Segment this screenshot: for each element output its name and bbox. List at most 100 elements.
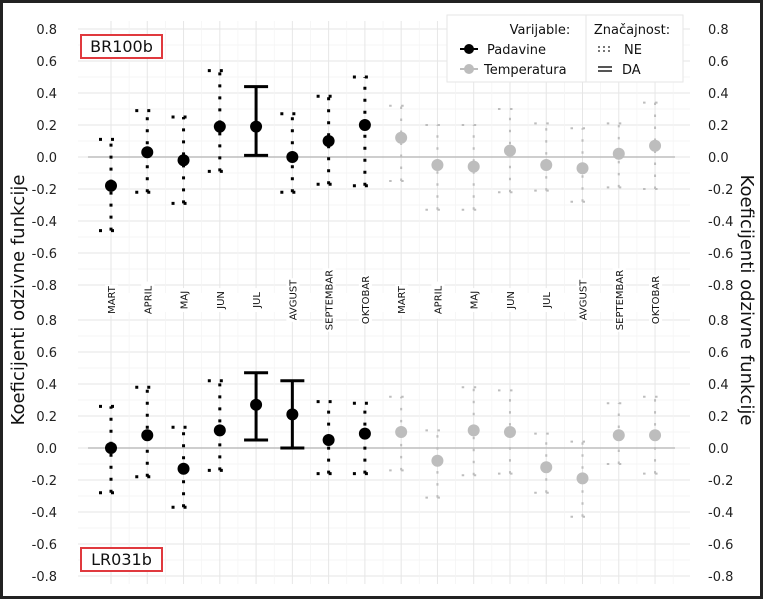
error-bar-temperatura — [570, 440, 595, 518]
error-bar-padavine — [316, 400, 341, 476]
error-bar-temperatura — [606, 402, 631, 465]
error-bar-padavine — [171, 115, 196, 205]
y-tick-label-left: 0.6 — [36, 346, 57, 361]
x-tick-label-text: MART — [107, 285, 118, 314]
x-tick-label: JUN — [213, 288, 227, 312]
y-tick-label-left: 0.2 — [36, 119, 57, 134]
y-tick-label-right: -0.4 — [708, 506, 733, 521]
error-bar-padavine — [244, 85, 269, 157]
point-temperatura — [467, 424, 480, 437]
error-bar-padavine — [352, 75, 377, 188]
point-temperatura — [576, 162, 589, 175]
panel-label-box-bottom — [80, 547, 163, 572]
error-bar-temperatura — [461, 124, 486, 211]
x-tick-label-bg — [286, 278, 300, 322]
error-bar-temperatura — [643, 395, 668, 475]
x-tick-label-bg — [576, 278, 590, 322]
point-padavine — [141, 429, 154, 442]
y-tick-label-left: -0.2 — [32, 474, 57, 489]
x-tick-label-bg — [250, 288, 264, 312]
legend-box — [446, 14, 684, 83]
error-bar-temperatura — [497, 108, 522, 194]
x-tick-label-text: MAJ — [180, 291, 191, 309]
y-tick-label-left: -0.2 — [32, 183, 57, 198]
error-bar-temperatura — [389, 104, 414, 182]
marks — [99, 69, 668, 518]
x-tick-label-bg — [540, 288, 554, 312]
y-tick-label-right: -0.6 — [708, 247, 733, 262]
x-tick-label-bg — [141, 281, 155, 319]
point-padavine — [105, 179, 117, 192]
y-tick-label-right: 0.0 — [708, 442, 729, 457]
x-tick-label-text: SEPTEMBAR — [325, 270, 336, 330]
y-tick-label-right: 0.2 — [708, 410, 729, 425]
point-padavine — [177, 154, 190, 167]
y-tick-label-left: 0.0 — [36, 442, 57, 457]
panel-label-box-top — [80, 34, 163, 59]
panel-label-bottom: LR031b — [91, 550, 152, 569]
x-tick-label-text: JUL — [542, 292, 553, 309]
error-bar-padavine — [207, 69, 232, 173]
error-bar-temperatura — [534, 122, 559, 192]
x-tick-label: MART — [105, 284, 118, 316]
point-padavine — [105, 442, 117, 454]
point-temperatura — [503, 144, 516, 157]
point-temperatura — [395, 131, 408, 144]
y-axis-title-right: Koeficijenti odzivne funkcije — [736, 175, 757, 426]
x-tick-label-bg — [467, 288, 481, 312]
error-bar-temperatura — [643, 101, 668, 190]
y-tick-label-left: 0.0 — [36, 151, 57, 166]
error-bar-temperatura — [497, 389, 522, 475]
point-temperatura — [576, 472, 589, 485]
x-tick-label: JUL — [250, 288, 264, 312]
x-tick-label-bg — [612, 268, 626, 332]
legend-padavine-label: Padavine — [487, 43, 546, 58]
y-tick-label-left: -0.6 — [32, 538, 57, 553]
y-tick-label-right: 0.6 — [708, 55, 729, 70]
x-tick-label: MAJ — [467, 288, 481, 312]
y-tick-label-right: 0.6 — [708, 346, 729, 361]
point-padavine — [213, 120, 226, 133]
point-padavine — [358, 427, 371, 440]
point-temperatura — [649, 429, 662, 442]
error-bar-padavine — [171, 425, 196, 509]
legend-significance-title: Značajnost: — [594, 23, 670, 38]
x-tick-label-bg — [213, 288, 227, 312]
point-padavine — [177, 462, 190, 475]
point-padavine — [322, 135, 335, 147]
y-tick-label-right: -0.6 — [708, 538, 733, 553]
point-temperatura — [503, 426, 516, 438]
x-tick-label-bg — [322, 268, 336, 332]
point-temperatura — [612, 147, 625, 160]
x-tick-label: APRIL — [431, 281, 445, 319]
error-bar-padavine — [207, 379, 232, 472]
point-padavine — [250, 398, 263, 411]
y-tick-label-right: 0.2 — [708, 119, 729, 134]
y-tick-label-left: -0.8 — [32, 279, 57, 294]
error-bar-temperatura — [389, 395, 414, 472]
point-padavine — [286, 151, 299, 163]
x-tick-label-text: OKTOBAR — [651, 276, 662, 324]
x-tick-label-text: SEPTEMBAR — [615, 270, 626, 330]
x-tick-label: JUN — [503, 288, 517, 312]
point-temperatura — [612, 429, 625, 442]
y-tick-label-left: 0.8 — [36, 23, 57, 38]
error-bar-padavine — [99, 404, 123, 495]
x-tick-label-text: MAJ — [470, 291, 481, 309]
error-bar-padavine — [316, 94, 341, 186]
point-temperatura — [649, 139, 662, 152]
y-tick-label-left: 0.2 — [36, 410, 57, 425]
point-padavine — [286, 408, 299, 421]
x-tick-label-text: JUN — [216, 291, 227, 310]
x-tick-label-bg — [649, 274, 663, 326]
error-bar-temperatura — [425, 429, 450, 499]
error-bar-temperatura — [606, 122, 631, 189]
legend: Varijable: Padavine Temperatura Značajno… — [446, 14, 684, 83]
x-tick-label: APRIL — [141, 281, 155, 319]
y-tick-label-left: -0.8 — [32, 570, 57, 585]
point-temperatura — [540, 461, 553, 474]
x-tick-label-text: APRIL — [143, 285, 154, 314]
y-tick-label-right: 0.4 — [708, 378, 729, 393]
y-tick-label-right: 0.4 — [708, 87, 729, 102]
